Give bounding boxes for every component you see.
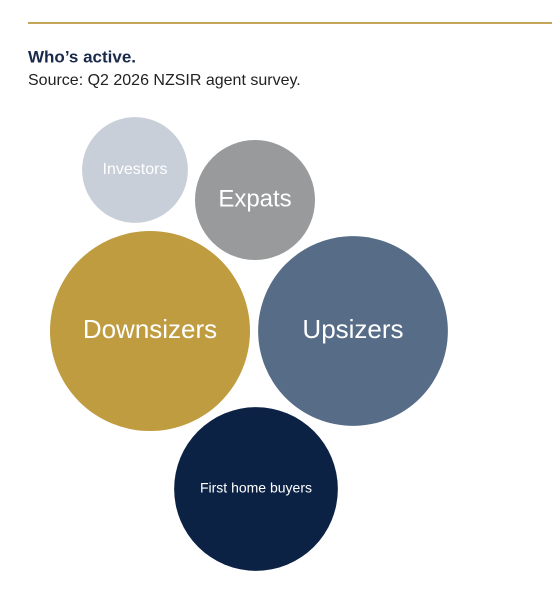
- bubble: [50, 231, 250, 431]
- bubble-label: Downsizers: [83, 314, 217, 344]
- bubble: [258, 236, 448, 426]
- bubble-label: Upsizers: [302, 314, 403, 344]
- bubble-label: First home buyers: [200, 480, 312, 496]
- chart-subtitle: Source: Q2 2026 NZSIR agent survey.: [28, 72, 301, 89]
- bubble: [174, 407, 338, 571]
- bubble-label: Investors: [103, 161, 168, 178]
- bubble: [82, 117, 188, 223]
- bubble: [195, 140, 315, 260]
- bubble-label: Expats: [218, 185, 291, 212]
- chart-title: Who’s active.: [28, 47, 136, 66]
